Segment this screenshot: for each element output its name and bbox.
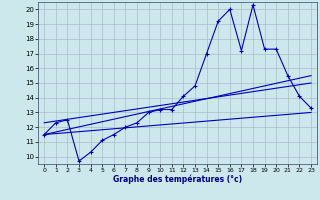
X-axis label: Graphe des températures (°c): Graphe des températures (°c) [113,175,242,184]
